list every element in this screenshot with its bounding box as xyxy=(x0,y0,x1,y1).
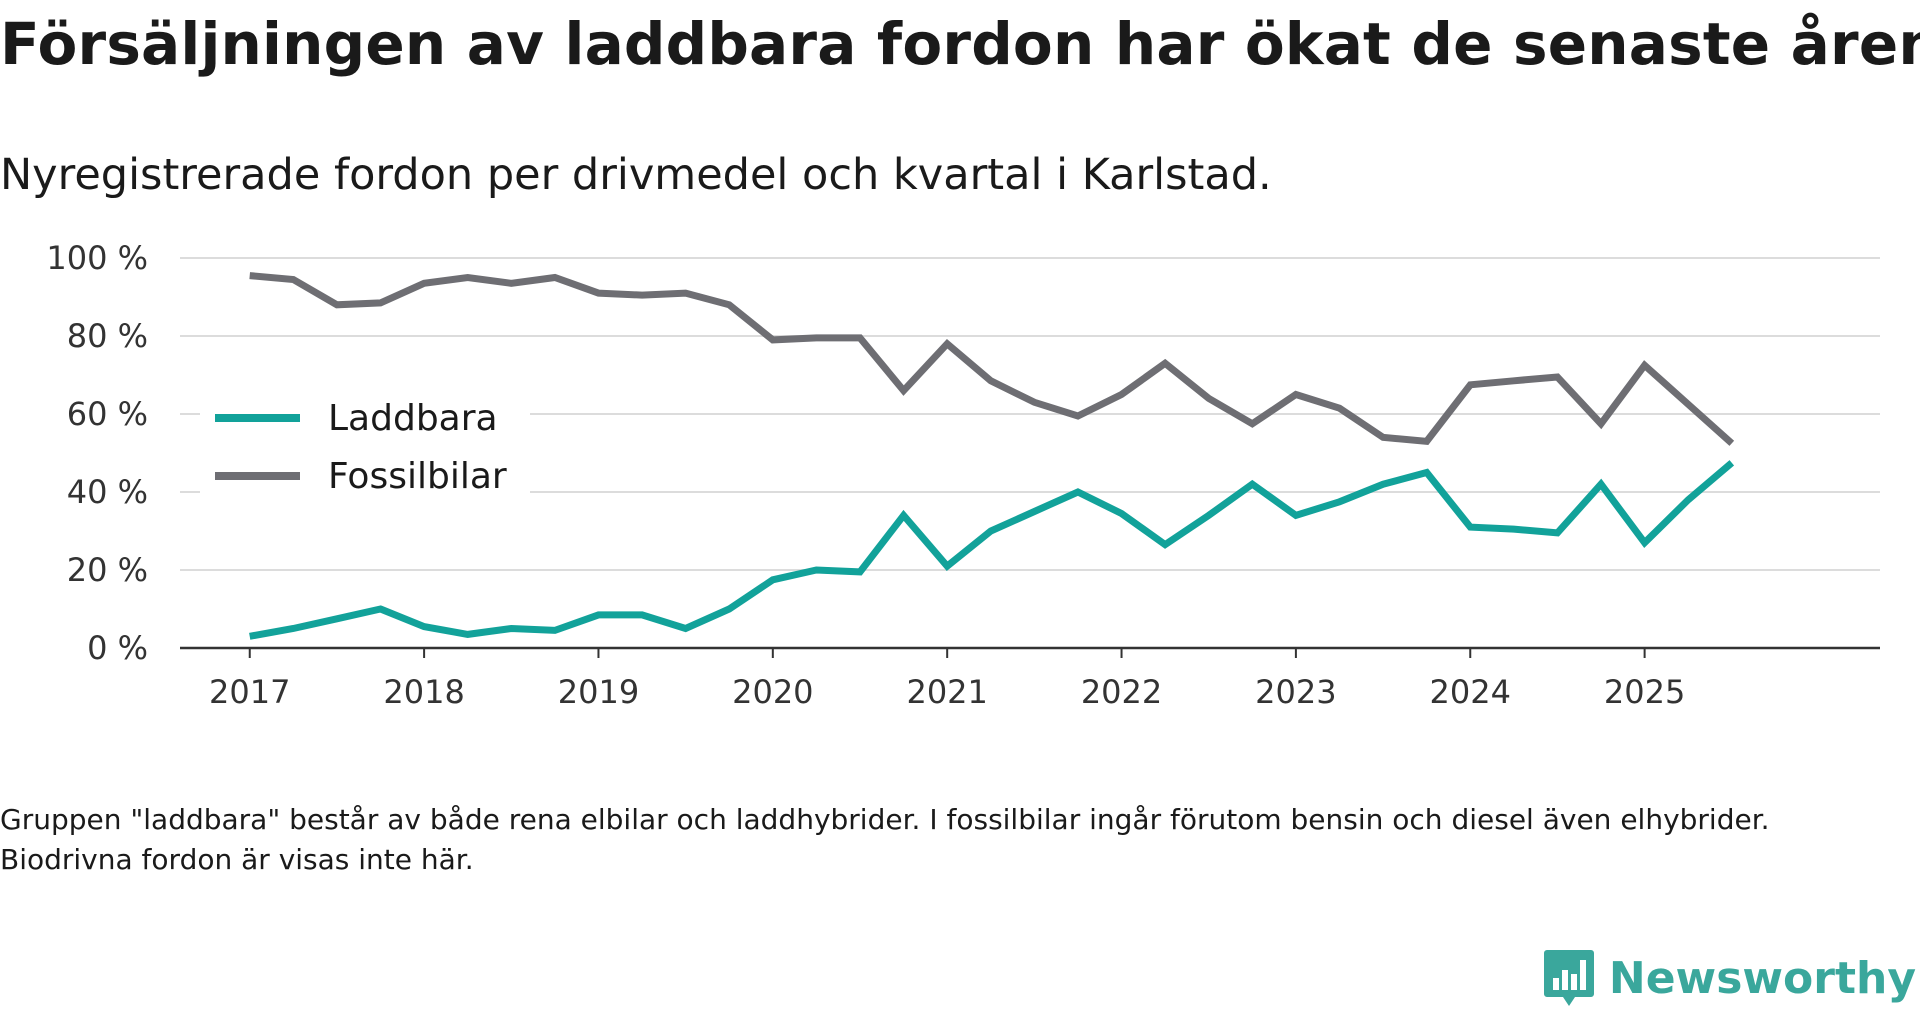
footnote: Gruppen "laddbara" består av både rena e… xyxy=(0,803,1770,876)
y-axis-ticks: 0 % 20 % 40 % 60 % 80 % 100 % xyxy=(46,239,148,667)
x-tick-label: 2018 xyxy=(383,673,464,711)
chart-title: Försäljningen av laddbara fordon har öka… xyxy=(0,10,1920,78)
x-tick-label: 2019 xyxy=(558,673,639,711)
brand: Newsworthy xyxy=(1543,948,1916,1008)
series-line-laddbara xyxy=(249,460,1735,640)
chart-subtitle: Nyregistrerade fordon per drivmedel och … xyxy=(0,150,1272,200)
y-tick-label: 60 % xyxy=(67,395,148,433)
x-axis: 2017 2018 2019 2020 2021 2022 2023 2024 2025 xyxy=(180,646,1880,711)
line-chart: 0 % 20 % 40 % 60 % 80 % 100 % 2017 2018 2019 202… xyxy=(46,239,1880,711)
series-line-fossilbilar xyxy=(249,272,1735,446)
legend: Laddbara Fossilbilar xyxy=(200,380,530,510)
x-tick-label: 2023 xyxy=(1255,673,1336,711)
legend-background xyxy=(200,380,530,510)
x-tick-label: 2022 xyxy=(1081,673,1162,711)
x-tick-label: 2017 xyxy=(209,673,290,711)
x-tick-label: 2025 xyxy=(1604,673,1685,711)
y-tick-label: 80 % xyxy=(67,317,148,355)
y-tick-label: 0 % xyxy=(87,629,148,667)
brand-name: Newsworthy xyxy=(1608,952,1916,1004)
y-tick-label: 100 % xyxy=(46,239,148,277)
series-lines xyxy=(249,272,1735,640)
legend-label-laddbara: Laddbara xyxy=(328,398,498,439)
x-tick-label: 2020 xyxy=(732,673,813,711)
x-tick-label: 2021 xyxy=(906,673,987,711)
newsworthy-logo-icon xyxy=(1543,950,1594,1006)
x-tick-label: 2024 xyxy=(1430,673,1511,711)
y-tick-label: 20 % xyxy=(67,551,148,589)
legend-label-fossilbilar: Fossilbilar xyxy=(328,456,507,497)
y-tick-label: 40 % xyxy=(67,473,148,511)
